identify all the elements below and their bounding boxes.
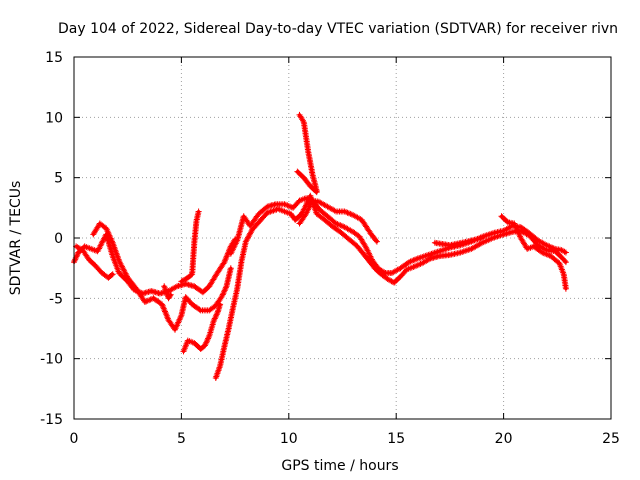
x-tick-label: 0 [70,431,79,447]
series-7 [212,192,569,381]
y-tick-label: 5 [54,171,63,187]
y-axis-label: SDTVAR / TECUs [8,181,24,296]
series-markers [161,283,174,302]
x-tick-label: 15 [387,431,405,447]
series-5 [180,301,224,355]
series-12 [498,213,569,292]
series-6 [178,208,202,285]
x-tick-label: 5 [177,431,186,447]
series-2 [73,243,116,281]
series-markers [296,197,380,245]
y-tick-label: -10 [40,352,63,368]
series-markers [90,220,234,333]
series-4 [161,283,174,302]
y-tick-label: 10 [45,110,63,126]
x-axis-label: GPS time / hours [281,458,398,474]
series-layer [71,111,569,381]
x-tick-label: 10 [280,431,298,447]
series-markers [294,168,320,196]
series-9 [296,197,380,245]
series-markers [73,243,116,281]
series-markers [180,301,224,355]
x-tick-label: 25 [602,431,620,447]
series-13 [431,235,486,249]
y-tick-label: 0 [54,231,63,247]
series-markers [296,111,320,194]
series-markers [498,213,569,292]
series-3 [90,220,234,333]
series-11 [296,111,320,194]
y-tick-label: -15 [40,412,63,428]
x-tick-label: 20 [495,431,513,447]
chart-title: Day 104 of 2022, Sidereal Day-to-day VTE… [58,21,618,37]
ticks: 0 5 10 15 20 25 -15 -10 -5 0 5 10 15 [40,50,620,447]
y-tick-label: -5 [49,291,63,307]
grid [74,57,611,419]
series-markers [178,208,202,285]
series-markers [212,192,569,381]
y-tick-label: 15 [45,50,63,66]
series-markers [431,235,486,249]
